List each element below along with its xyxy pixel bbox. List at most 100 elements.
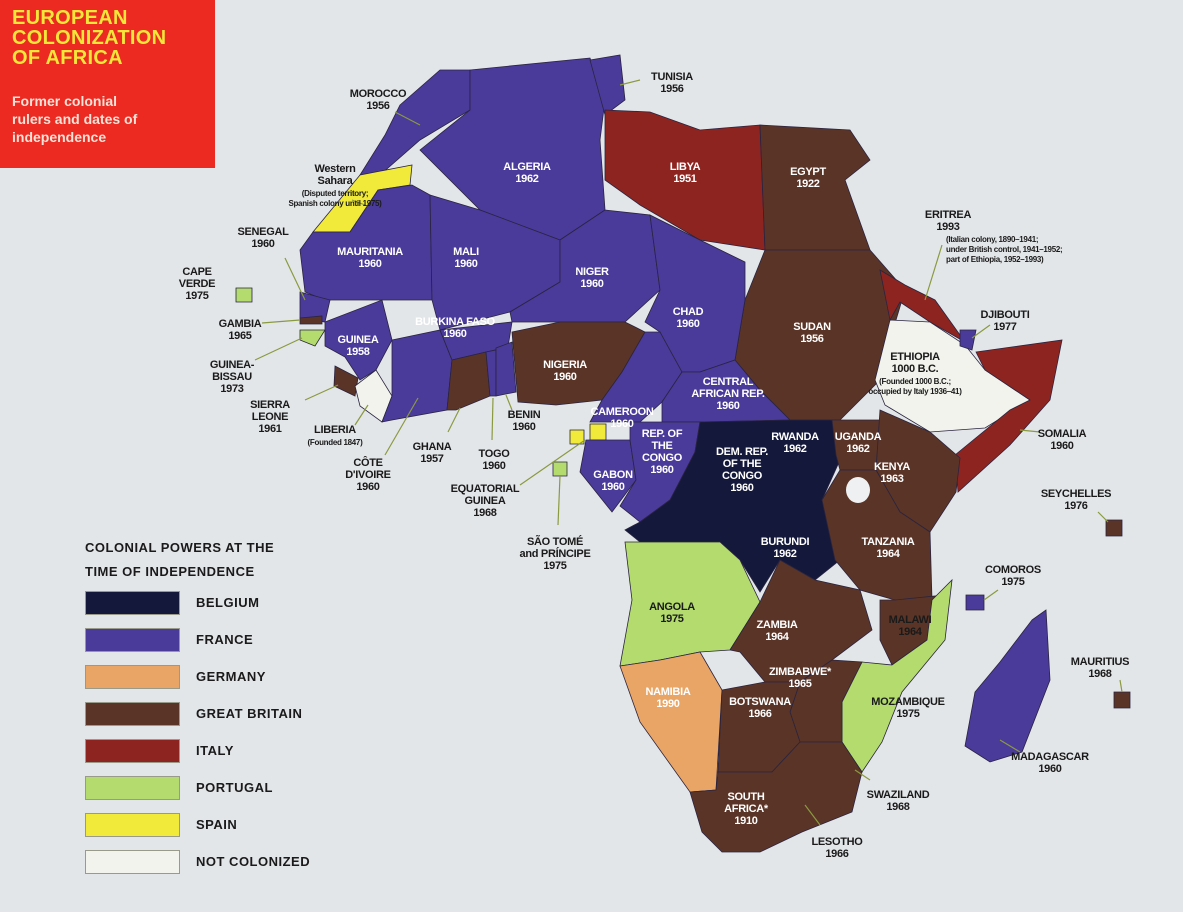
label-sao-tome: SÃO TOMÉ and PRÍNCIPE 1975 bbox=[520, 535, 591, 572]
label-line: 1964 bbox=[876, 548, 900, 560]
label-line: AFRICAN REP. bbox=[691, 388, 764, 400]
note-liberia: (Founded 1847) bbox=[308, 438, 364, 447]
label-line: 1962 bbox=[783, 443, 806, 455]
legend-swatch bbox=[85, 627, 180, 652]
country-equatorial-guinea bbox=[569, 429, 585, 445]
label-line: 1960 bbox=[610, 418, 633, 430]
label-line: CAMEROON bbox=[591, 406, 654, 418]
country-namibia bbox=[619, 651, 723, 793]
country-comoros bbox=[965, 594, 985, 611]
legend-swatch bbox=[85, 812, 180, 837]
label-gambia: GAMBIA 1965 bbox=[219, 318, 262, 342]
label-chad: CHAD 1960 bbox=[673, 306, 704, 330]
title-box: EUROPEAN COLONIZATION OF AFRICA Former c… bbox=[0, 0, 215, 168]
label-cote-divoire: CÔTE D'IVOIRE 1960 bbox=[345, 456, 390, 493]
note-line: (Disputed territory; bbox=[302, 189, 368, 198]
legend-item-france: FRANCE bbox=[85, 621, 310, 658]
label-egypt: EGYPT 1922 bbox=[790, 166, 826, 190]
label-eritrea: ERITREA 1993 bbox=[925, 209, 972, 233]
legend-item-belgium: BELGIUM bbox=[85, 584, 310, 621]
label-rwanda: RWANDA 1962 bbox=[771, 431, 819, 455]
legend-item-great-britain: GREAT BRITAIN bbox=[85, 695, 310, 732]
label-line: GUINEA- bbox=[210, 359, 255, 371]
leader-line bbox=[971, 324, 991, 339]
label-line: 1960 bbox=[601, 481, 624, 493]
label-line: NAMIBIA bbox=[646, 686, 691, 698]
label-line: 1960 bbox=[716, 400, 739, 412]
label-line: CÔTE bbox=[353, 456, 382, 469]
label-line: CENTRAL bbox=[703, 376, 754, 388]
label-tanzania: TANZANIA 1964 bbox=[862, 536, 915, 560]
note-line: (Founded 1000 B.C.; bbox=[879, 377, 951, 386]
label-line: Sahara bbox=[318, 175, 354, 187]
legend-swatch bbox=[85, 701, 180, 726]
country-madagascar bbox=[964, 609, 1051, 763]
leader-line bbox=[394, 111, 421, 126]
label-line: EGYPT bbox=[790, 166, 826, 178]
label-lesotho: LESOTHO 1966 bbox=[811, 836, 863, 860]
leader-line bbox=[1119, 679, 1123, 693]
legend-swatch bbox=[85, 664, 180, 689]
label-line: 1000 B.C. bbox=[892, 363, 939, 375]
label-line: THE bbox=[651, 440, 672, 452]
label-line: CONGO bbox=[642, 452, 683, 464]
label-line: BISSAU bbox=[212, 371, 252, 383]
label-line: 1910 bbox=[734, 815, 757, 827]
label-malawi: MALAWI 1964 bbox=[889, 614, 932, 638]
label-line: 1960 bbox=[553, 371, 576, 383]
label-zambia: ZAMBIA 1964 bbox=[757, 619, 798, 643]
label-line: 1976 bbox=[1064, 500, 1087, 512]
leader-line bbox=[1097, 511, 1109, 523]
note-eritrea: (Italian colony, 1890–1941; under British… bbox=[946, 235, 1062, 264]
note-ethiopia: (Founded 1000 B.C.; occupied by Italy 193… bbox=[868, 377, 962, 396]
label-line: MOZAMBIQUE bbox=[871, 696, 944, 708]
label-line: 1961 bbox=[258, 423, 281, 435]
label-line: GABON bbox=[593, 469, 633, 481]
label-line: SOMALIA bbox=[1038, 428, 1087, 440]
label-line: 1990 bbox=[656, 698, 679, 710]
label-guinea: GUINEA 1958 bbox=[338, 334, 379, 358]
label-line: OF THE bbox=[723, 458, 762, 470]
map-subtitle: Former colonial rulers and dates of inde… bbox=[12, 92, 137, 146]
label-line: 1965 bbox=[788, 678, 811, 690]
label-line: NIGER bbox=[575, 266, 609, 278]
legend-item-not-colonized: NOT COLONIZED bbox=[85, 843, 310, 880]
label-line: 1960 bbox=[251, 238, 274, 250]
label-line: 1968 bbox=[473, 507, 496, 519]
note-line: under British control, 1941–1952; bbox=[946, 245, 1062, 254]
leader-line bbox=[354, 404, 369, 426]
country-gambia bbox=[299, 315, 323, 325]
country-cape-verde bbox=[235, 287, 253, 303]
label-tunisia: TUNISIA 1956 bbox=[651, 71, 693, 95]
label-line: 1962 bbox=[773, 548, 796, 560]
label-mozambique: MOZAMBIQUE 1975 bbox=[871, 696, 944, 720]
leader-line bbox=[854, 769, 871, 781]
label-line: GHANA bbox=[413, 441, 452, 453]
label-burundi: BURUNDI 1962 bbox=[761, 536, 810, 560]
label-line: 1957 bbox=[420, 453, 443, 465]
label-line: EQUATORIAL bbox=[451, 483, 520, 495]
label-kenya: KENYA 1963 bbox=[874, 461, 910, 485]
label-central-african-rep: CENTRAL AFRICAN REP. 1960 bbox=[691, 376, 764, 412]
lake-victoria bbox=[846, 477, 870, 503]
label-line: 1962 bbox=[515, 173, 538, 185]
label-line: SIERRA bbox=[250, 399, 290, 411]
label-line: NIGERIA bbox=[543, 359, 587, 371]
label-line: TUNISIA bbox=[651, 71, 693, 83]
label-line: 1975 bbox=[660, 613, 683, 625]
label-line: SWAZILAND bbox=[867, 789, 930, 801]
label-somalia: SOMALIA 1960 bbox=[1038, 428, 1087, 452]
label-line: ZAMBIA bbox=[757, 619, 798, 631]
legend-label: BELGIUM bbox=[196, 595, 260, 610]
label-niger: NIGER 1960 bbox=[575, 266, 609, 290]
leader-line bbox=[284, 257, 306, 301]
label-line: BURKINA FASO bbox=[415, 316, 495, 328]
label-line: 1968 bbox=[1088, 668, 1111, 680]
label-libya: LIBYA 1951 bbox=[670, 161, 701, 185]
label-guinea-bissau: GUINEA-BISSAU 1973 bbox=[210, 359, 255, 395]
label-line: BURUNDI bbox=[761, 536, 810, 548]
label-cameroon: CAMEROON 1960 bbox=[591, 406, 654, 430]
label-line: SEYCHELLES bbox=[1041, 488, 1111, 500]
leader-line bbox=[351, 199, 366, 206]
label-line: SUDAN bbox=[793, 321, 831, 333]
